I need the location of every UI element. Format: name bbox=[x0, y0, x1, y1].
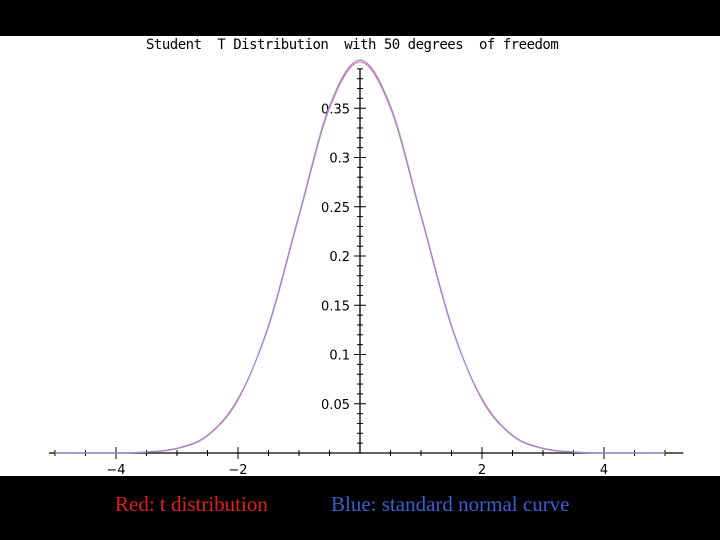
y-tick-label: 0.1 bbox=[329, 349, 350, 364]
ticks-layer: −4 −2 2 4 0.05 0.1 0.15 0.2 0.25 0.3 0.35 bbox=[54, 68, 666, 476]
curves-layer bbox=[54, 59, 666, 454]
x-tick-label: −4 bbox=[106, 463, 125, 476]
axes-layer bbox=[48, 68, 684, 454]
legend-row: Red: t distribution Blue: standard norma… bbox=[0, 488, 720, 524]
y-tick-label: 0.15 bbox=[321, 299, 350, 314]
x-tick-label: −2 bbox=[228, 463, 247, 476]
y-tick-label: 0.05 bbox=[321, 398, 350, 413]
y-tick-label: 0.25 bbox=[321, 201, 350, 216]
y-tick-label: 0.2 bbox=[329, 250, 350, 265]
legend-t-distribution: Red: t distribution bbox=[115, 492, 268, 516]
x-tick-label: 2 bbox=[478, 463, 486, 476]
plot-panel: Student T Distribution with 50 degrees o… bbox=[0, 36, 720, 476]
x-tick-label: 4 bbox=[600, 463, 608, 476]
standard-normal-curve bbox=[54, 59, 666, 454]
legend-standard-normal: Blue: standard normal curve bbox=[331, 492, 570, 516]
chart-svg: Student T Distribution with 50 degrees o… bbox=[48, 37, 684, 476]
y-tick-label: 0.35 bbox=[321, 102, 350, 117]
chart-title: Student T Distribution with 50 degrees o… bbox=[146, 37, 558, 53]
y-tick-label: 0.3 bbox=[329, 152, 350, 167]
